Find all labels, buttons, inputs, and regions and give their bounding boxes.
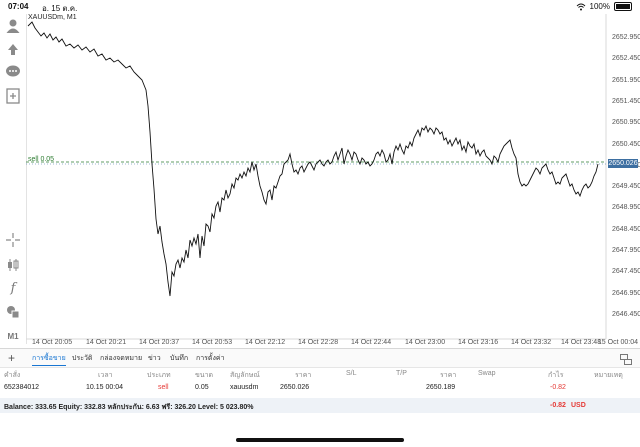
time-label: 14 Oct 23:48 — [561, 339, 602, 346]
home-indicator — [236, 438, 404, 442]
status-date: อ. 15 ต.ค. — [42, 4, 78, 13]
price-level-label: 2648.450 — [612, 225, 640, 233]
time-label: 14 Oct 23:00 — [405, 339, 446, 346]
chat-icon[interactable] — [3, 62, 23, 82]
crosshair-icon[interactable] — [3, 230, 23, 250]
settings-icon[interactable] — [620, 352, 632, 370]
col-comment: หมายเหตุ — [594, 372, 623, 379]
time-label: 14 Oct 20:05 — [32, 339, 73, 346]
time-label: 14 Oct 22:28 — [298, 339, 339, 346]
row-time: 10.15 00:04 — [86, 384, 123, 391]
battery-percent: 100% — [589, 2, 610, 11]
terminal-tabs: + การซื้อขาย ประวัติ กล่องจดหมาย ข่าว บั… — [0, 348, 640, 368]
battery-icon — [614, 2, 632, 11]
chart-title: XAUUSDm, M1 — [28, 14, 77, 21]
col-price: ราคา — [440, 372, 457, 379]
price-level-label: 2651.950 — [612, 76, 640, 84]
price-level-label: 2646.950 — [612, 289, 640, 297]
time-label: 14 Oct 23:16 — [458, 339, 499, 346]
tab-journal[interactable]: บันทึก — [170, 355, 189, 362]
price-level-label: 2651.450 — [612, 97, 640, 105]
price-level-label: 2649.450 — [612, 183, 640, 191]
col-profit: กำไร — [548, 372, 564, 379]
new-order-icon[interactable] — [3, 86, 23, 106]
col-swap: Swap — [478, 370, 496, 377]
status-bar: 07:04 อ. 15 ต.ค. 100% — [0, 0, 640, 14]
time-label: 15 Oct 00:04 — [597, 339, 638, 346]
indicator-icon[interactable]: f — [10, 280, 16, 296]
time-label: 14 Oct 20:21 — [86, 339, 127, 346]
currency-label: USD — [571, 402, 586, 409]
total-profit: -0.82 — [550, 402, 566, 409]
price-level-label: 2647.950 — [612, 247, 640, 254]
col-size: ขนาด — [195, 372, 214, 379]
user-icon[interactable] — [3, 16, 23, 36]
price-level-label: 2646.450 — [612, 310, 640, 318]
trade-icon[interactable] — [3, 39, 23, 59]
row-open-price: 2650.026 — [280, 384, 310, 391]
status-right: 100% — [576, 2, 632, 11]
tab-mailbox[interactable]: กล่องจดหมาย — [100, 355, 143, 362]
wifi-icon — [576, 3, 585, 10]
tab-news[interactable]: ข่าว — [148, 355, 161, 362]
balance-bar: Balance: 333.65 Equity: 332.83 หลักประกั… — [0, 398, 640, 413]
row-size: 0.05 — [195, 384, 209, 391]
candles-icon[interactable] — [3, 255, 23, 275]
row-type: sell — [158, 384, 169, 391]
price-line — [27, 21, 599, 297]
sell-position-label: sell 0.05 — [28, 156, 55, 163]
col-symbol: สัญลักษณ์ — [230, 372, 260, 379]
chart-toolbar: f M1 — [0, 14, 27, 344]
time-label: 14 Oct 22:12 — [245, 339, 286, 346]
tab-history[interactable]: ประวัติ — [72, 355, 93, 362]
col-open-price: ราคา — [295, 372, 312, 379]
price-level-label: 2652.950 — [612, 34, 640, 41]
time-label: 14 Oct 20:53 — [192, 339, 233, 346]
price-level-label: 2650.450 — [612, 140, 640, 148]
positions-header: คำสั่ง เวลา ประเภท ขนาด สัญลักษณ์ ราคา S… — [0, 368, 640, 382]
row-price: 2650.189 — [426, 384, 456, 391]
tab-trade[interactable]: การซื้อขาย — [32, 353, 66, 366]
col-tp: T/P — [396, 370, 407, 377]
time-label: 14 Oct 20:37 — [139, 339, 180, 346]
price-chart[interactable] — [26, 14, 640, 344]
time-label: 14 Oct 23:32 — [511, 339, 552, 346]
price-level-label: 2647.450 — [612, 268, 640, 276]
balance-summary: Balance: 333.65 Equity: 332.83 หลักประกั… — [4, 404, 254, 411]
price-level-label: 2650.950 — [612, 119, 640, 127]
row-profit: -0.82 — [550, 384, 566, 391]
timeframe-button[interactable]: M1 — [7, 331, 19, 341]
col-sl: S/L — [346, 370, 357, 377]
row-symbol: xauusdm — [230, 384, 259, 391]
current-price-box: 2650.026 — [608, 159, 638, 168]
row-order: 652384012 — [4, 384, 40, 391]
col-order: คำสั่ง — [4, 372, 21, 379]
status-time: 07:04 — [8, 2, 29, 11]
add-icon[interactable]: + — [8, 351, 16, 365]
chart-canvas[interactable] — [26, 14, 640, 344]
tab-settings[interactable]: การตั้งค่า — [196, 355, 225, 362]
col-time: เวลา — [98, 372, 113, 379]
time-label: 14 Oct 22:44 — [351, 339, 392, 346]
table-row[interactable]: 652384012 10.15 00:04 sell 0.05 xauusdm … — [0, 382, 640, 396]
price-level-label: 2652.450 — [612, 55, 640, 63]
price-level-label: 2648.950 — [612, 204, 640, 212]
col-type: ประเภท — [147, 372, 171, 379]
objects-icon[interactable] — [3, 302, 23, 322]
